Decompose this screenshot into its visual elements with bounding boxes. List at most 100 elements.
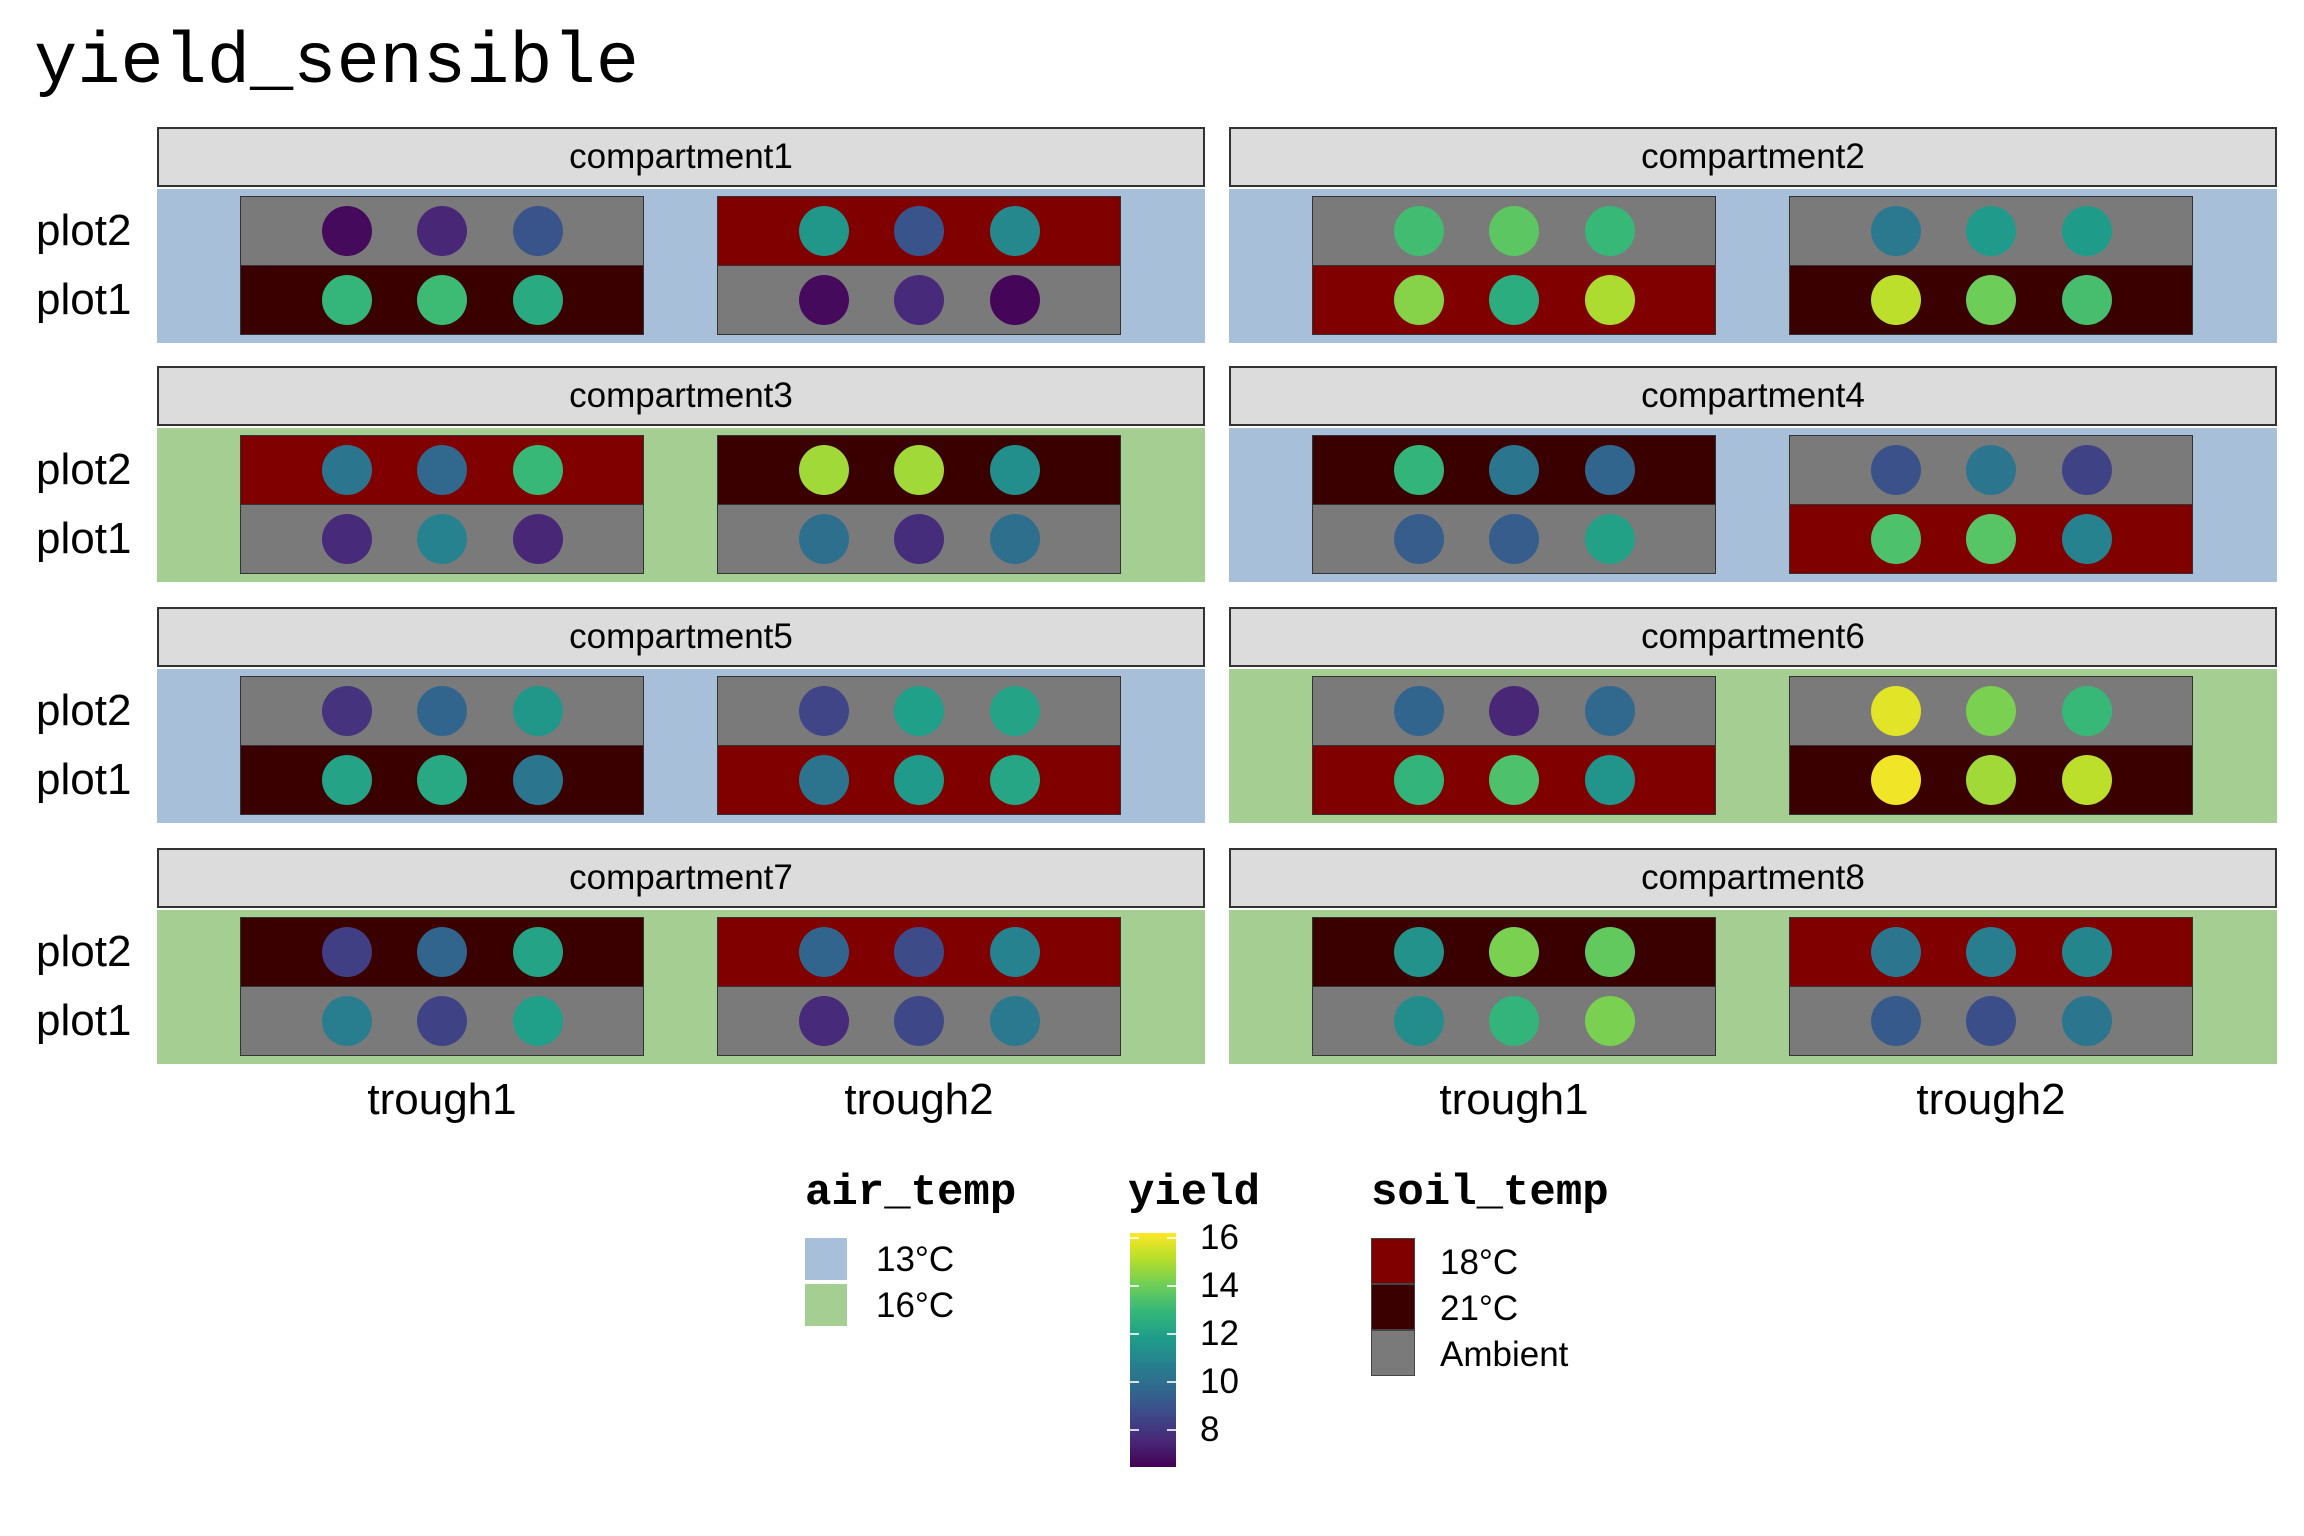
yield-point — [2062, 996, 2112, 1046]
yield-point — [513, 514, 563, 564]
legend-title-air-temp: air_temp — [805, 1168, 1017, 1218]
tile-trough1-plot2 — [1312, 676, 1716, 746]
yield-point — [1585, 755, 1635, 805]
facet-strip-label: compartment2 — [1229, 127, 2277, 187]
x-tick-label: trough1 — [1439, 1075, 1589, 1124]
y-tick-label: plot2 — [36, 927, 132, 976]
yield-point — [1489, 996, 1539, 1046]
tile-trough1-plot2 — [240, 917, 644, 987]
yield-point — [990, 445, 1040, 495]
yield-point — [1394, 686, 1444, 736]
yield-point — [894, 206, 944, 256]
yield-point — [894, 927, 944, 977]
tile-trough2-plot1 — [1789, 745, 2193, 815]
legend-title-soil-temp: soil_temp — [1371, 1168, 1609, 1218]
yield-point — [1585, 206, 1635, 256]
yield-point — [2062, 514, 2112, 564]
yield-point — [1871, 686, 1921, 736]
colorbar-tick — [1130, 1380, 1139, 1383]
legend-label-air-temp: 16°C — [876, 1286, 955, 1325]
yield-point — [1489, 927, 1539, 977]
legend-label-soil-temp: Ambient — [1440, 1335, 1569, 1374]
colorbar-tick-label: 8 — [1200, 1409, 1220, 1449]
tile-trough1-plot1 — [240, 745, 644, 815]
legend-key-soil-temp — [1371, 1330, 1415, 1376]
yield-point — [894, 445, 944, 495]
yield-point — [1489, 275, 1539, 325]
legend-key-air-temp — [805, 1238, 847, 1280]
yield-point — [1394, 514, 1444, 564]
yield-point — [1966, 206, 2016, 256]
colorbar-tick — [1167, 1332, 1176, 1335]
yield-point — [990, 996, 1040, 1046]
yield-point — [2062, 755, 2112, 805]
tile-trough2-plot2 — [717, 676, 1121, 746]
yield-point — [1585, 514, 1635, 564]
yield-point — [322, 275, 372, 325]
yield-point — [990, 514, 1040, 564]
tile-trough1-plot1 — [1312, 504, 1716, 574]
yield-point — [513, 927, 563, 977]
yield-point — [799, 686, 849, 736]
tile-trough2-plot1 — [717, 745, 1121, 815]
yield-point — [799, 514, 849, 564]
yield-point — [1585, 445, 1635, 495]
y-tick-label: plot1 — [36, 275, 132, 324]
yield-point — [1966, 996, 2016, 1046]
yield-point — [1394, 445, 1444, 495]
legend-key-soil-temp — [1371, 1238, 1415, 1284]
tile-trough2-plot1 — [717, 986, 1121, 1056]
tile-trough2-plot1 — [717, 504, 1121, 574]
yield-point — [1394, 275, 1444, 325]
yield-point — [1966, 755, 2016, 805]
colorbar-tick — [1167, 1284, 1176, 1287]
yield-point — [513, 996, 563, 1046]
tile-trough1-plot2 — [240, 196, 644, 266]
yield-point — [417, 275, 467, 325]
x-tick-label: trough1 — [367, 1075, 517, 1124]
facet-strip-label: compartment4 — [1229, 366, 2277, 426]
facet-strip-label: compartment5 — [157, 607, 1205, 667]
y-tick-label: plot1 — [36, 996, 132, 1045]
facet-strip-label: compartment7 — [157, 848, 1205, 908]
facet-panel — [1229, 428, 2277, 582]
yield-point — [1394, 206, 1444, 256]
yield-point — [1966, 445, 2016, 495]
colorbar-tick-label: 14 — [1200, 1265, 1239, 1305]
yield-point — [990, 206, 1040, 256]
legend-label-soil-temp: 18°C — [1440, 1243, 1519, 1282]
yield-point — [1489, 206, 1539, 256]
yield-point — [1394, 996, 1444, 1046]
tile-trough2-plot1 — [1789, 986, 2193, 1056]
tile-trough1-plot1 — [240, 986, 644, 1056]
yield-point — [513, 275, 563, 325]
yield-point — [1394, 755, 1444, 805]
yield-point — [1489, 514, 1539, 564]
tile-trough2-plot2 — [717, 435, 1121, 505]
colorbar-tick-label: 16 — [1200, 1217, 1239, 1257]
tile-trough1-plot1 — [1312, 986, 1716, 1056]
legend-key-air-temp — [805, 1284, 847, 1326]
yield-point — [894, 996, 944, 1046]
yield-point — [1489, 445, 1539, 495]
yield-point — [894, 755, 944, 805]
yield-point — [1871, 514, 1921, 564]
tile-trough1-plot2 — [1312, 435, 1716, 505]
y-tick-label: plot1 — [36, 514, 132, 563]
colorbar-tick — [1130, 1332, 1139, 1335]
facet-strip-label: compartment8 — [1229, 848, 2277, 908]
yield-point — [322, 996, 372, 1046]
x-tick-label: trough2 — [844, 1075, 994, 1124]
tile-trough1-plot1 — [1312, 745, 1716, 815]
colorbar-tick — [1167, 1428, 1176, 1431]
yield-point — [799, 927, 849, 977]
tile-trough1-plot2 — [1312, 917, 1716, 987]
yield-point — [417, 996, 467, 1046]
yield-point — [990, 927, 1040, 977]
yield-point — [417, 686, 467, 736]
yield-point — [799, 275, 849, 325]
colorbar-tick-label: 10 — [1200, 1361, 1239, 1401]
yield-point — [990, 755, 1040, 805]
yield-point — [2062, 445, 2112, 495]
yield-point — [1585, 275, 1635, 325]
